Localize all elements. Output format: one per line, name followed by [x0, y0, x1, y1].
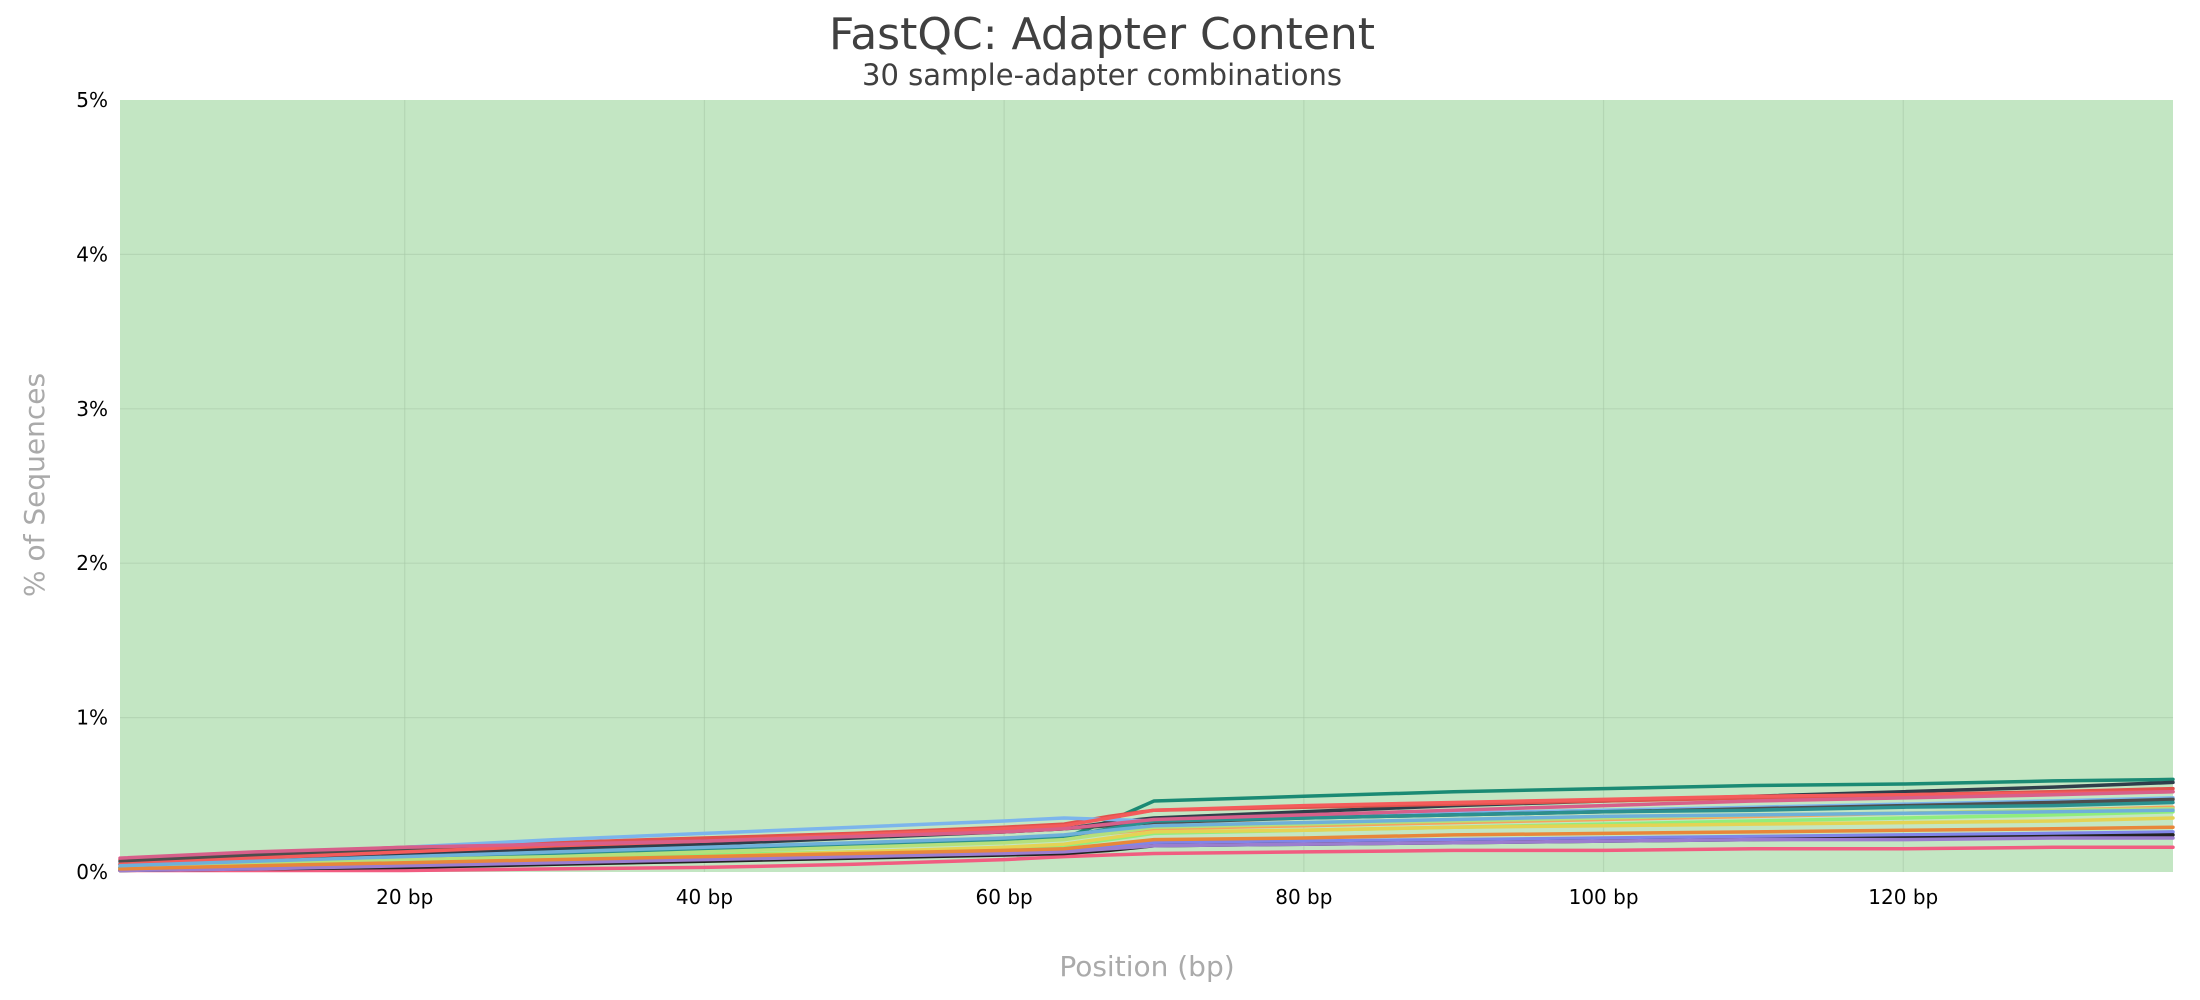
y-tick-label: 4% [76, 242, 108, 266]
x-tick-label: 100 bp [1569, 885, 1639, 909]
series-line-13 [118, 789, 2175, 867]
y-axis-ticks: 0% 1% 2% 3% 4% 5% [76, 88, 108, 884]
series-line-15 [118, 836, 2175, 873]
y-tick-label: 3% [76, 397, 108, 421]
y-tick-label: 0% [76, 860, 108, 884]
y-tick-label: 5% [76, 88, 108, 112]
x-axis-ticks: 20 bp 40 bp 60 bp 80 bp 100 bp 120 bp [376, 885, 1938, 909]
series-lines [118, 777, 2175, 873]
x-tick-label: 60 bp [976, 885, 1033, 909]
x-tick-label: 20 bp [376, 885, 433, 909]
y-tick-label: 1% [76, 706, 108, 730]
series-line-17 [118, 789, 2175, 860]
series-line-18 [118, 808, 2175, 868]
x-axis-label: Position (bp) [1059, 950, 1234, 983]
x-tick-label: 120 bp [1868, 885, 1938, 909]
y-axis-label: % of Sequences [18, 373, 51, 597]
series-line-16 [118, 825, 2175, 871]
grid-lines [120, 100, 2173, 872]
x-tick-label: 40 bp [676, 885, 733, 909]
y-tick-label: 2% [76, 551, 108, 575]
series-line-11 [118, 845, 2175, 873]
x-tick-label: 80 bp [1275, 885, 1332, 909]
chart-subtitle: 30 sample-adapter combinations [862, 58, 1342, 92]
plot-background-band [120, 100, 2173, 872]
chart-title: FastQC: Adapter Content [829, 9, 1375, 60]
